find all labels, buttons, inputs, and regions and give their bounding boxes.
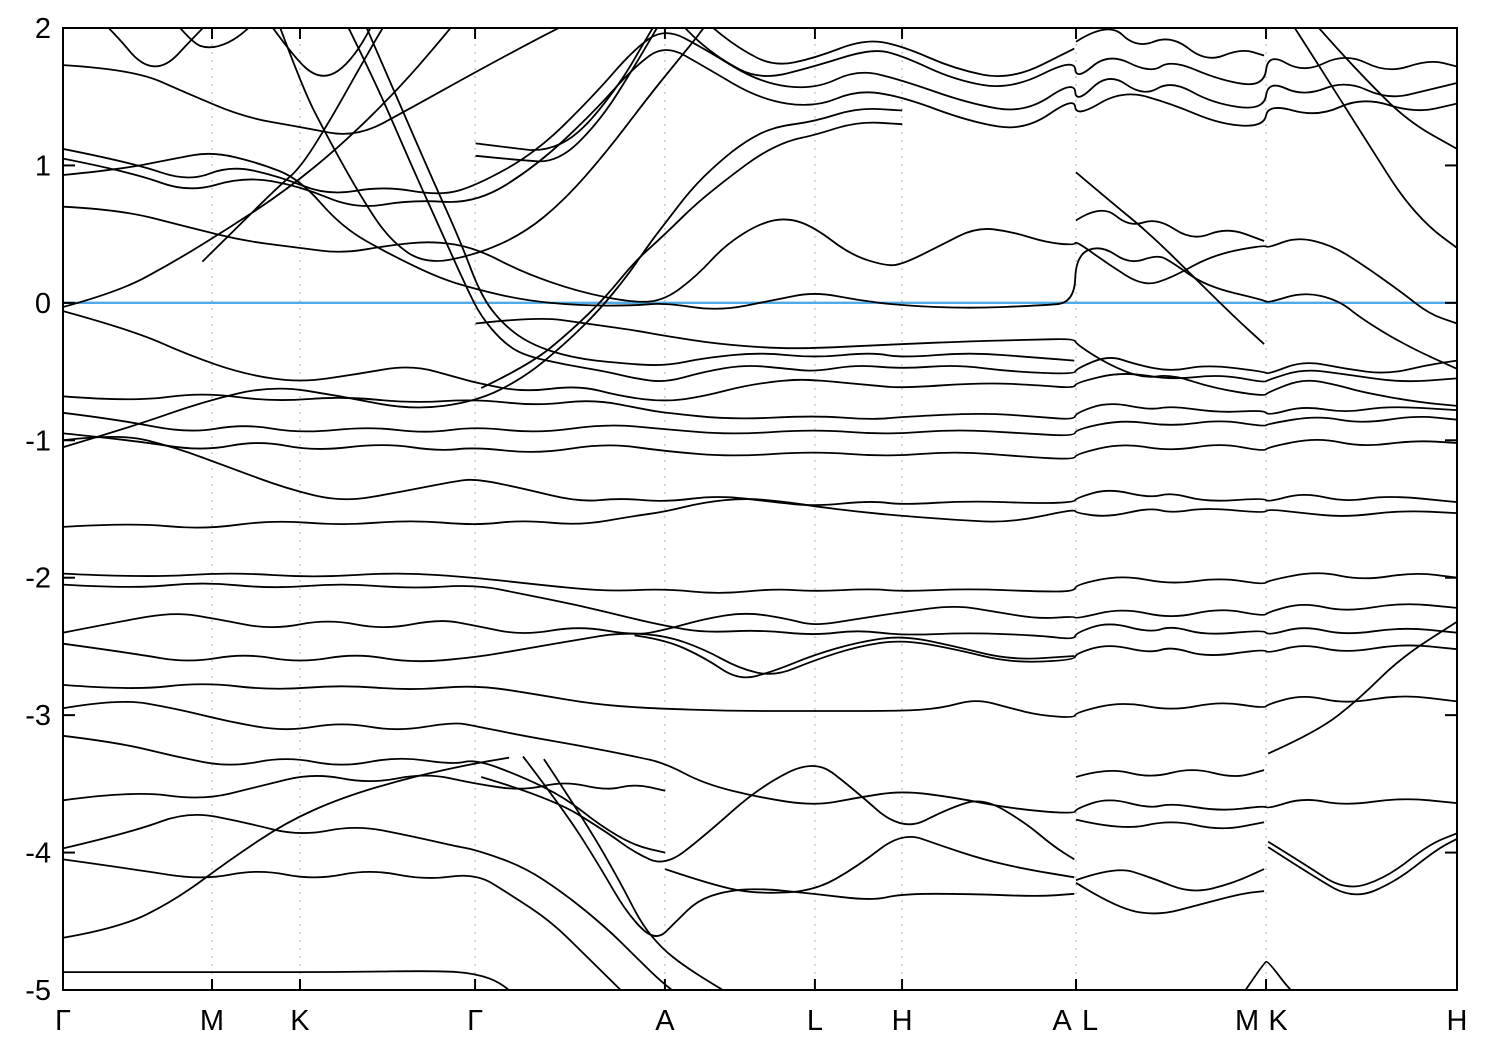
energy-band [347,28,1457,382]
energy-band [63,49,1457,207]
kpoint-label: K [290,1005,310,1037]
energy-band [1075,171,1265,345]
kpoint-label: M [1235,1005,1259,1037]
kpoint-label: K [1268,1005,1288,1037]
energy-band [1293,28,1457,249]
energy-band [63,32,1457,195]
kpoint-label: H [892,1005,913,1037]
energy-band [1267,620,1457,755]
energy-band [522,755,1075,937]
bands-group [63,28,1457,990]
y-axis-tick-label: 2 [35,13,51,45]
energy-band [63,858,622,990]
y-axis-tick-label: -2 [25,563,51,595]
energy-band [63,582,1457,640]
kpoint-label: A [1052,1005,1072,1037]
energy-band [63,310,1457,402]
energy-band [63,393,1457,420]
energy-band [480,765,1075,863]
energy-band [634,634,1075,679]
energy-band [365,28,1075,366]
energy-band [63,683,1457,718]
energy-band [1267,832,1457,888]
energy-band [1075,818,1265,830]
energy-band [63,205,1457,325]
energy-band [63,774,666,802]
energy-band [475,317,1457,407]
kpoint-label: M [200,1005,224,1037]
energy-band [475,28,654,151]
energy-band [63,28,452,308]
energy-band [63,152,1457,370]
energy-band [543,758,725,990]
energy-band [63,432,1457,460]
energy-band [63,435,1457,506]
energy-band [63,498,1457,529]
y-axis-tick-label: 0 [35,288,51,320]
energy-band [1075,882,1265,915]
y-axis-tick-label: -4 [25,838,51,870]
energy-band [107,28,205,68]
energy-band [1267,838,1457,896]
energy-band [475,28,659,163]
plot-border [62,27,1458,991]
energy-band [63,734,666,854]
energy-band [178,28,250,49]
energy-band [1075,209,1265,242]
energy-band [63,603,1457,635]
kpoint-label: A [655,1005,675,1037]
energy-band [683,28,1457,88]
kpoint-label: H [1447,1005,1468,1037]
y-axis-tick-label: -3 [25,700,51,732]
energy-band [63,756,510,939]
energy-band [480,121,903,389]
energy-band [63,701,1457,814]
energy-band [63,970,511,990]
energy-band [1317,28,1457,150]
energy-band [1075,769,1265,778]
energy-band [63,411,1457,437]
kpoint-label: L [807,1005,823,1037]
energy-band [63,107,903,449]
y-axis-tick-label: 1 [35,150,51,182]
energy-band [279,28,705,262]
energy-band [63,28,561,135]
energy-band [63,572,1457,594]
y-axis-tick-label: -1 [25,425,51,457]
energy-band [63,632,1457,675]
energy-band [1244,960,1293,990]
energy-band [664,835,1075,894]
energy-band [1075,28,1265,59]
energy-band [63,813,674,990]
energy-band [201,28,384,263]
kpoint-label: Γ [55,1005,71,1037]
energy-band [271,28,372,77]
energy-band [711,28,1075,78]
kpoint-label: L [1082,1005,1098,1037]
energy-band [1075,868,1265,892]
kpoint-label: Γ [467,1005,483,1037]
y-axis-tick-label: -5 [25,975,51,1007]
